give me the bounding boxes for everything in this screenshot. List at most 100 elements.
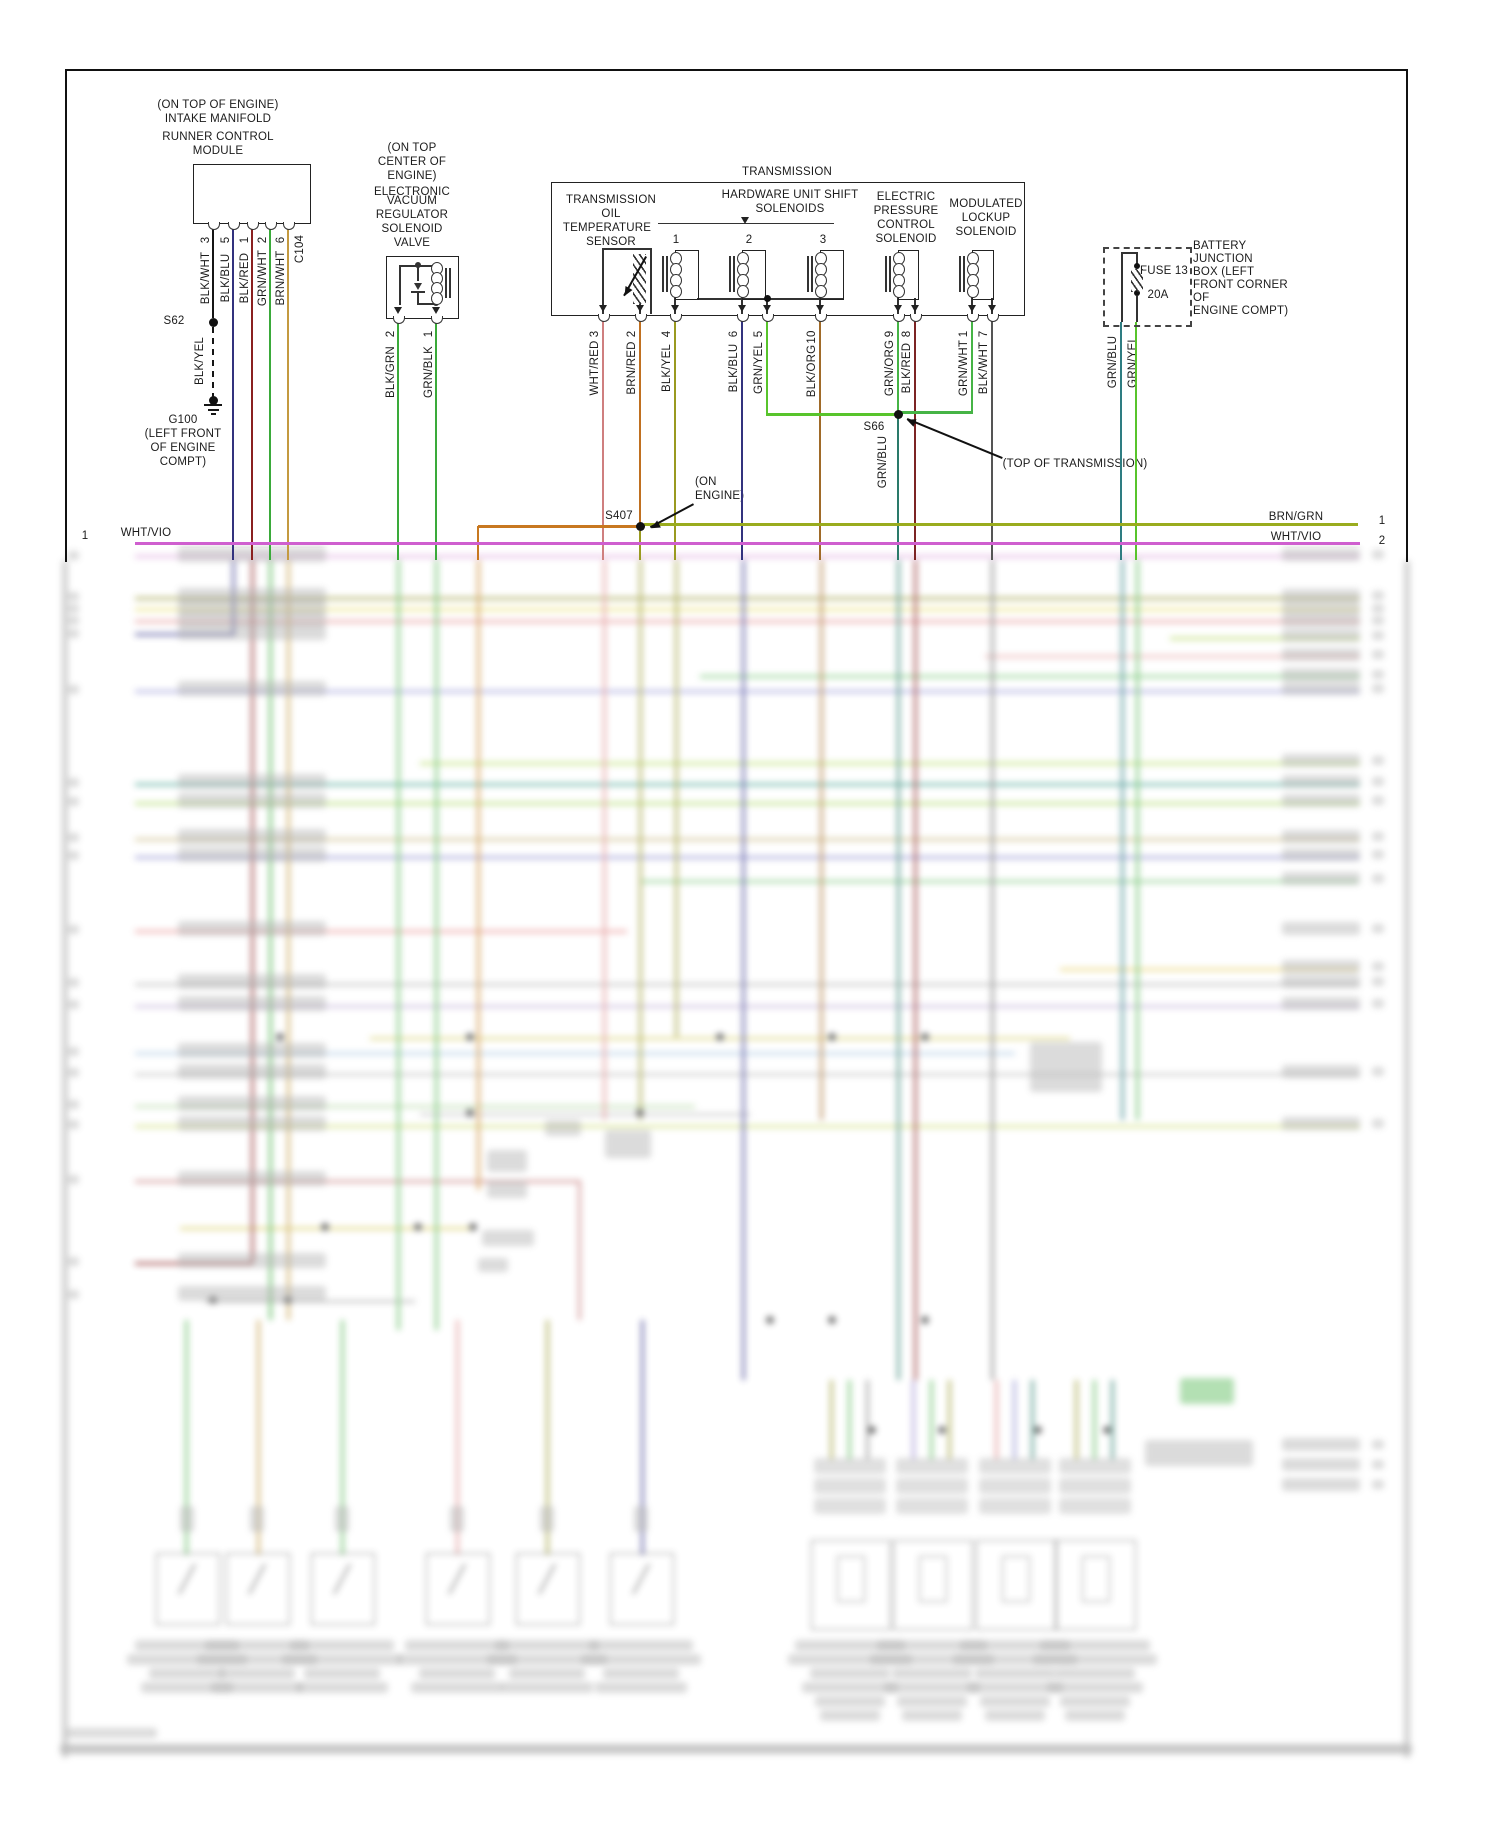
ground-bar-2	[208, 409, 219, 411]
sol2-coil-4	[737, 285, 749, 298]
blur-left-rownum-15	[68, 1100, 79, 1109]
blur-right-rownum-4	[1372, 631, 1384, 640]
wire-grnblu-s66: GRN/BLU	[877, 435, 889, 489]
blur-caption-r0-3	[802, 1682, 898, 1693]
blur-vwire-8	[639, 560, 642, 1120]
conn-arc-imrc-1	[208, 222, 220, 230]
blur-caption-l5-2	[603, 1668, 679, 1679]
sol3-coil-4	[815, 285, 827, 298]
tot-title-3: TEMPERATURE	[562, 222, 652, 234]
blur-hwire-9	[135, 838, 1360, 841]
bjb-title-2: JUNCTION	[1193, 253, 1253, 265]
blur-conn-stub-l1	[250, 1506, 264, 1532]
conn-arc-t1	[598, 314, 610, 322]
blur-left-label-11	[178, 974, 326, 989]
blur-vwire-34	[1093, 1380, 1096, 1460]
blur-caption-l2-2	[304, 1668, 380, 1679]
blur-right-rownum-21	[1372, 1460, 1384, 1469]
trans-title: TRANSMISSION	[742, 166, 832, 178]
arrow-evr-398	[394, 307, 402, 314]
blur-caption-r1-4	[897, 1696, 967, 1707]
blur-caption-l4-3	[501, 1682, 593, 1693]
blur-right-label-21	[1282, 1458, 1360, 1471]
wire-s407-left-h	[478, 525, 640, 528]
blur-hwire-18	[135, 1105, 695, 1108]
blur-splice-dot-11	[828, 1316, 836, 1324]
blur-caption-l0-0	[135, 1640, 239, 1651]
blur-caption-l3-0	[405, 1640, 509, 1651]
fuse-dot-bot	[1134, 290, 1140, 296]
blur-left-label-3	[178, 612, 326, 627]
blur-right-rownum-1	[1372, 591, 1384, 600]
ground-loc-3: COMPT)	[159, 456, 207, 468]
blur-left-rownum-5	[68, 685, 79, 694]
blur-left-rownum-11	[68, 978, 79, 987]
epc-title-3: CONTROL	[877, 219, 935, 231]
blur-caption-r1-2	[892, 1668, 972, 1679]
blur-hwire-14	[135, 983, 1360, 986]
imrc-title-2: INTAKE MANIFOLD	[164, 113, 272, 125]
conn-arc-t5	[762, 314, 774, 322]
blur-right-label-8	[1282, 754, 1360, 767]
tpin-7: 7	[978, 330, 990, 338]
sol1-bar-1	[662, 256, 664, 292]
blur-splice-dot-5	[209, 1296, 217, 1304]
shift-sol-title-2: SOLENOIDS	[755, 203, 825, 215]
wire-imrc-blkblu	[232, 228, 234, 560]
blur-left-rownum-3	[68, 616, 79, 625]
conn-arc-t2	[635, 314, 647, 322]
blur-splice-dot-10	[766, 1316, 774, 1324]
blur-blob-1	[487, 1180, 527, 1198]
wire-evr-grnblk	[435, 322, 437, 560]
border-right	[1406, 69, 1408, 562]
wire-evr-blkgrn	[397, 322, 399, 560]
arrow-pin-675	[671, 305, 679, 312]
bjb-title-5: OF	[1193, 292, 1210, 304]
tpin-10: 10	[806, 330, 818, 344]
blur-component-box-r3	[1056, 1540, 1136, 1630]
blur-vwire-24	[830, 1380, 833, 1460]
conn-arc-t7	[893, 314, 905, 322]
blur-hwire-10	[135, 856, 1360, 859]
blur-right-rownum-19	[1372, 1119, 1384, 1128]
blur-vwire-22	[546, 1320, 549, 1555]
twire-blkyel: BLK/YEL	[661, 343, 673, 393]
blur-vwire-3	[287, 560, 290, 1320]
blur-component-box-r2	[976, 1540, 1056, 1630]
blur-splice-dot-0	[276, 1033, 284, 1041]
blur-conn-stack-r2-2	[979, 1498, 1051, 1514]
blur-right-label-2	[1282, 602, 1360, 615]
evr-wire-blkgrn: BLK/GRN	[385, 346, 397, 398]
mls-title-1: MODULATED	[949, 198, 1023, 210]
tpin-1: 1	[958, 330, 970, 338]
blur-right-label-10	[1282, 794, 1360, 807]
blur-caption-r3-1	[1033, 1654, 1157, 1665]
blur-left-label-6	[178, 774, 326, 789]
blur-right-label-11	[1282, 830, 1360, 843]
blur-right-label-17	[1282, 997, 1360, 1010]
arrow-pin-820	[816, 305, 824, 312]
splice-s407-label: S407	[605, 510, 633, 522]
bus-left-num-1: 1	[81, 530, 89, 542]
wire-imrc-blkred	[251, 228, 253, 560]
tot-left	[602, 248, 604, 314]
epc-title-4: SOLENOID	[875, 233, 937, 245]
imrc-module-box	[193, 164, 311, 224]
blur-component-inner-r2	[1002, 1556, 1030, 1602]
evr-diode-bar	[411, 291, 425, 293]
blur-right-label-22	[1282, 1478, 1360, 1491]
blur-caption-r0-4	[815, 1696, 885, 1707]
blur-vwire-30	[995, 1380, 998, 1460]
blur-conn-stack-r3-2	[1059, 1498, 1131, 1514]
twire-brnred: BRN/RED	[626, 341, 638, 395]
wire-grnblu-fuse-v	[1120, 322, 1122, 560]
blur-vwire-7	[603, 560, 606, 1120]
blur-splice-dot-15	[1034, 1426, 1042, 1434]
blur-caption-l3-1	[397, 1654, 517, 1665]
blur-left-label-15	[178, 1096, 326, 1111]
blur-splice-dot-12	[921, 1316, 929, 1324]
blur-caption-l0-2	[149, 1668, 225, 1679]
blur-caption-r3-4	[1060, 1696, 1130, 1707]
blur-blob-0	[487, 1150, 527, 1172]
blur-component-inner-r3	[1082, 1556, 1110, 1602]
